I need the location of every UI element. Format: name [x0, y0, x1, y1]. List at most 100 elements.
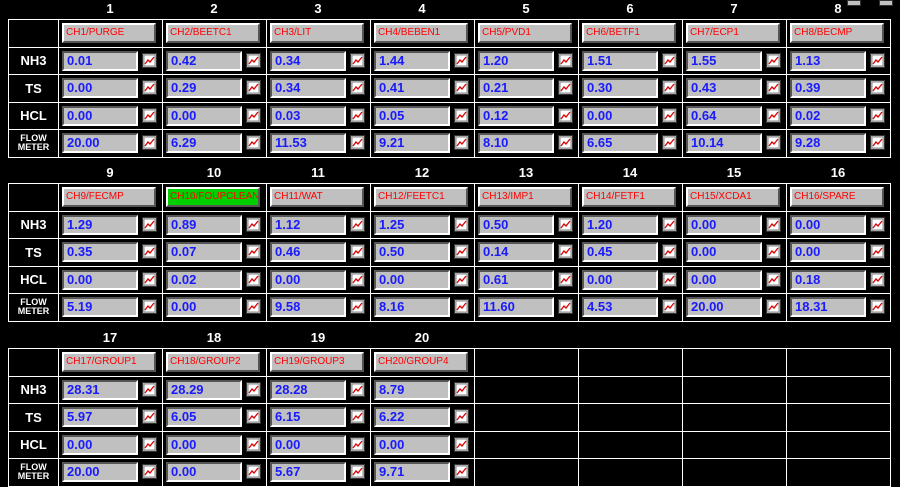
trend-button[interactable] — [350, 381, 365, 397]
trend-button[interactable] — [350, 436, 365, 452]
channel-number: 9 — [106, 165, 114, 180]
trend-button[interactable] — [558, 299, 573, 314]
trend-button[interactable] — [142, 271, 157, 287]
trend-button[interactable] — [558, 244, 573, 259]
trend-button[interactable] — [350, 299, 365, 314]
trend-button[interactable] — [558, 80, 573, 95]
trend-button[interactable] — [454, 80, 469, 95]
value-field: 8.10 — [478, 133, 554, 153]
channel-number: 5 — [522, 1, 530, 16]
trend-button[interactable] — [454, 271, 469, 287]
trend-button[interactable] — [766, 299, 781, 314]
row-label: FLOW METER — [8, 129, 59, 158]
channel-name: CH12/FEETC1 — [374, 187, 468, 207]
trend-button[interactable] — [246, 52, 261, 68]
trend-button[interactable] — [246, 271, 261, 287]
trend-button[interactable] — [350, 80, 365, 95]
trend-button[interactable] — [142, 409, 157, 424]
trend-button[interactable] — [662, 271, 677, 287]
trend-button[interactable] — [350, 409, 365, 424]
trend-icon — [143, 218, 156, 230]
trend-button[interactable] — [766, 135, 781, 150]
trend-button[interactable] — [662, 216, 677, 232]
trend-icon — [663, 245, 676, 258]
trend-button[interactable] — [246, 409, 261, 424]
trend-button[interactable] — [246, 80, 261, 95]
trend-button[interactable] — [766, 52, 781, 68]
trend-button[interactable] — [870, 244, 885, 259]
trend-button[interactable] — [870, 216, 885, 232]
trend-button[interactable] — [246, 244, 261, 259]
trend-button[interactable] — [350, 52, 365, 68]
trend-button[interactable] — [246, 464, 261, 479]
trend-button[interactable] — [558, 271, 573, 287]
window-button[interactable] — [847, 0, 861, 6]
value-field: 8.79 — [374, 379, 450, 400]
trend-button[interactable] — [454, 436, 469, 452]
trend-button[interactable] — [454, 244, 469, 259]
trend-button[interactable] — [454, 216, 469, 232]
trend-button[interactable] — [558, 107, 573, 123]
trend-button[interactable] — [870, 135, 885, 150]
trend-icon — [767, 136, 780, 149]
trend-button[interactable] — [454, 299, 469, 314]
trend-button[interactable] — [142, 464, 157, 479]
trend-button[interactable] — [766, 107, 781, 123]
trend-icon — [143, 245, 156, 258]
trend-button[interactable] — [142, 436, 157, 452]
trend-button[interactable] — [454, 409, 469, 424]
trend-button[interactable] — [246, 107, 261, 123]
value-field: 20.00 — [62, 462, 138, 482]
channel-name: CH18/GROUP2 — [166, 352, 260, 372]
trend-button[interactable] — [662, 244, 677, 259]
trend-button[interactable] — [350, 464, 365, 479]
trend-button[interactable] — [142, 216, 157, 232]
trend-button[interactable] — [246, 135, 261, 150]
trend-button[interactable] — [662, 107, 677, 123]
trend-button[interactable] — [142, 80, 157, 95]
trend-button[interactable] — [870, 299, 885, 314]
trend-button[interactable] — [454, 107, 469, 123]
trend-button[interactable] — [350, 107, 365, 123]
trend-button[interactable] — [766, 244, 781, 259]
trend-button[interactable] — [142, 107, 157, 123]
trend-button[interactable] — [558, 216, 573, 232]
trend-button[interactable] — [350, 244, 365, 259]
trend-button[interactable] — [662, 52, 677, 68]
channel-number: 18 — [206, 330, 222, 345]
trend-button[interactable] — [454, 464, 469, 479]
trend-button[interactable] — [350, 271, 365, 287]
trend-button[interactable] — [142, 52, 157, 68]
trend-button[interactable] — [870, 271, 885, 287]
value-field: 20.00 — [686, 297, 762, 317]
channel-name: CH14/FETF1 — [582, 187, 676, 207]
trend-button[interactable] — [870, 52, 885, 68]
trend-button[interactable] — [142, 381, 157, 397]
trend-button[interactable] — [350, 135, 365, 150]
trend-button[interactable] — [454, 381, 469, 397]
trend-button[interactable] — [246, 216, 261, 232]
trend-button[interactable] — [246, 299, 261, 314]
window-button[interactable] — [879, 0, 893, 6]
trend-button[interactable] — [454, 135, 469, 150]
trend-button[interactable] — [662, 80, 677, 95]
grid-cell — [578, 403, 683, 432]
trend-button[interactable] — [558, 52, 573, 68]
trend-button[interactable] — [454, 52, 469, 68]
trend-button[interactable] — [246, 436, 261, 452]
trend-button[interactable] — [662, 135, 677, 150]
trend-button[interactable] — [662, 299, 677, 314]
trend-button[interactable] — [766, 80, 781, 95]
trend-button[interactable] — [870, 107, 885, 123]
trend-button[interactable] — [142, 135, 157, 150]
trend-button[interactable] — [558, 135, 573, 150]
trend-button[interactable] — [870, 80, 885, 95]
trend-button[interactable] — [142, 244, 157, 259]
trend-button[interactable] — [766, 271, 781, 287]
trend-button[interactable] — [766, 216, 781, 232]
trend-button[interactable] — [246, 381, 261, 397]
trend-button[interactable] — [142, 299, 157, 314]
trend-icon — [455, 300, 468, 313]
trend-button[interactable] — [350, 216, 365, 232]
row-label: TS — [8, 74, 59, 103]
